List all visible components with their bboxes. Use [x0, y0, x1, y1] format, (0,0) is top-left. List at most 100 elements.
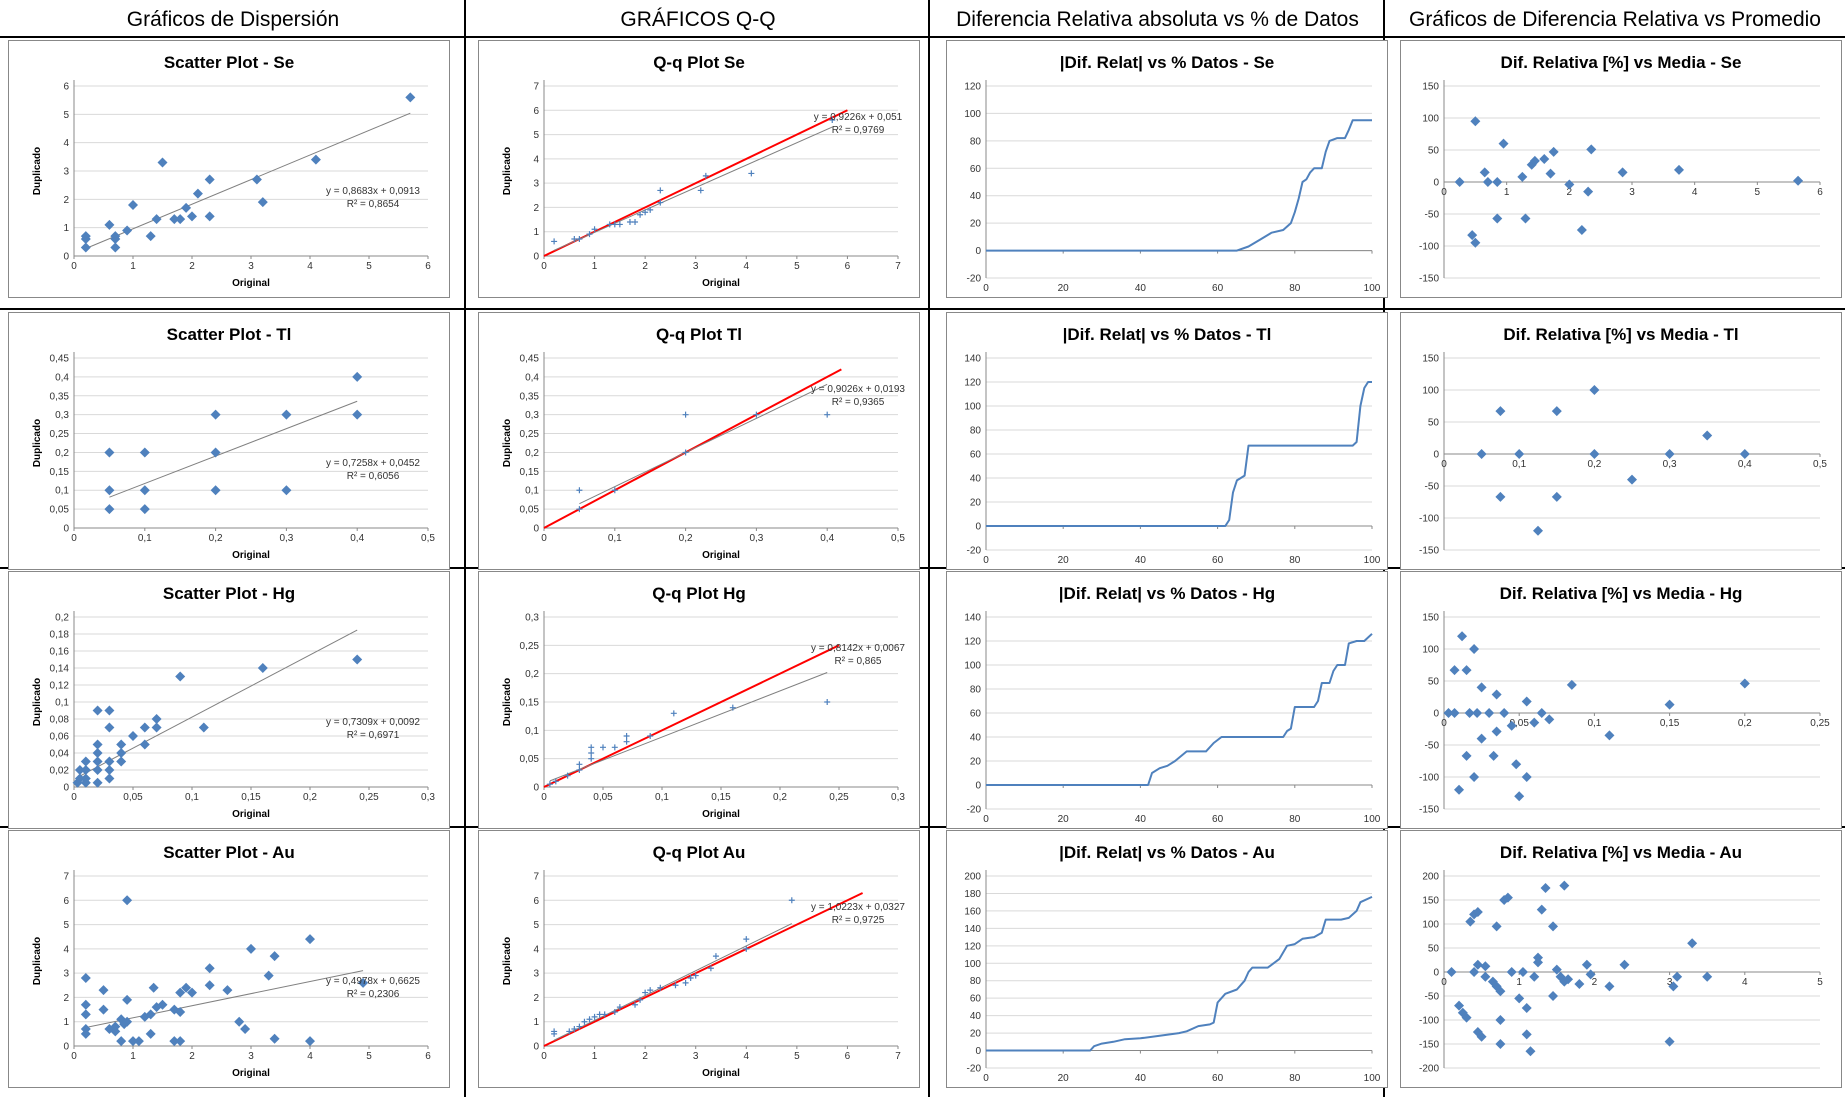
data-point	[576, 767, 583, 773]
data-point	[566, 1028, 573, 1035]
column-header-reldiff: Diferencia Relativa absoluta vs % de Dat…	[956, 8, 1359, 31]
data-point	[122, 895, 133, 906]
y-tick-label: 100	[1422, 386, 1439, 397]
data-point	[1476, 1031, 1487, 1042]
data-point	[1491, 921, 1502, 932]
x-tick-label: 2	[642, 261, 648, 272]
y-tick-label: 50	[1428, 944, 1440, 955]
data-point	[1581, 959, 1592, 970]
x-tick-label: 20	[1058, 555, 1070, 566]
y-tick-label: 0,35	[50, 391, 70, 402]
chart-title: Dif. Relativa [%] vs Media - Se	[1501, 53, 1742, 72]
data-point	[591, 1013, 598, 1020]
data-point	[1604, 981, 1615, 992]
data-point	[1664, 699, 1675, 710]
x-axis-label: Original	[232, 550, 270, 561]
x-tick-label: 5	[1755, 187, 1761, 198]
x-tick-label: 0	[71, 1051, 77, 1062]
trend-r2: R² = 0,865	[835, 656, 882, 667]
y-axis-label: Duplicado	[502, 419, 513, 467]
x-axis-label: Original	[702, 809, 740, 820]
data-point	[588, 750, 595, 756]
data-point	[139, 485, 150, 496]
chart-reldiff-tl: |Dif. Relat| vs % Datos - Tl-20020406080…	[946, 312, 1388, 570]
column-header-qq: GRÁFICOS Q-Q	[466, 0, 930, 36]
x-tick-label: 0	[1441, 459, 1447, 470]
y-axis-label: Duplicado	[32, 147, 43, 195]
x-tick-label: 1	[592, 1051, 598, 1062]
chart-scatter-au: Scatter Plot - Au 0 1 2 3 4 5 6 7 0 1 2 3 4 5 6 Original…	[8, 830, 450, 1088]
data-point	[647, 733, 654, 739]
y-tick-label: 3	[533, 969, 539, 980]
y-tick-label: 4	[533, 944, 539, 955]
data-point	[80, 973, 91, 983]
data-point	[104, 756, 115, 767]
y-axis-label: Duplicado	[502, 147, 513, 195]
row-divider	[0, 826, 1845, 828]
x-tick-label: 0	[983, 814, 989, 825]
y-tick-label: 0,45	[520, 354, 540, 365]
y-tick-label: 20	[970, 1029, 982, 1040]
y-tick-label: 0	[1433, 968, 1439, 979]
x-tick-label: 0,1	[1512, 459, 1526, 470]
x-tick-label: 4	[1692, 187, 1698, 198]
x-tick-label: 0	[1441, 718, 1447, 729]
x-tick-label: 0,1	[1587, 718, 1601, 729]
data-point	[1793, 175, 1804, 186]
data-point	[623, 733, 630, 739]
x-tick-label: 60	[1212, 814, 1224, 825]
data-point	[564, 772, 571, 779]
chart-frame	[1400, 571, 1842, 829]
data-point	[1617, 167, 1628, 178]
chart-reldiff-se: |Dif. Relat| vs % Datos - Se-20020406080…	[946, 40, 1388, 298]
data-point	[1484, 708, 1495, 718]
x-tick-label: 3	[248, 1051, 254, 1062]
y-tick-label: 0,06	[50, 732, 70, 743]
y-tick-label: 0,3	[55, 410, 69, 421]
trend-line	[85, 112, 411, 249]
x-tick-label: 0,4	[350, 533, 364, 544]
y-tick-label: 0	[63, 252, 69, 263]
x-tick-label: 0	[983, 1073, 989, 1084]
data-point	[204, 211, 215, 222]
trend-line	[579, 383, 828, 505]
x-tick-label: 0,5	[1813, 459, 1827, 470]
data-point	[552, 778, 559, 785]
data-point	[672, 982, 679, 989]
x-tick-label: 80	[1289, 555, 1301, 566]
y-tick-label: 20	[970, 757, 982, 768]
data-point	[1469, 644, 1480, 654]
data-point	[352, 409, 363, 420]
chart-scatter-tl: Scatter Plot - Tl 0 0,05 0,1 0,15 0,2 0,25 0,3 0…	[8, 312, 450, 570]
x-tick-label: 60	[1212, 283, 1224, 294]
chart-title: Dif. Relativa [%] vs Media - Hg	[1500, 584, 1743, 603]
x-tick-label: 0,1	[185, 792, 199, 803]
y-tick-label: 1	[533, 227, 539, 238]
x-tick-label: 4	[307, 261, 313, 272]
y-tick-label: 0	[975, 246, 981, 257]
y-tick-label: 50	[1428, 418, 1440, 429]
y-tick-label: 0,45	[50, 354, 70, 365]
data-point	[1514, 449, 1525, 459]
x-tick-label: 2	[642, 1051, 648, 1062]
trend-line	[553, 923, 793, 1041]
chart-frame	[946, 312, 1388, 570]
data-point	[104, 485, 115, 496]
y-tick-label: 20	[970, 219, 982, 230]
data-point	[753, 411, 760, 418]
data-point	[1511, 759, 1522, 770]
y-tick-label: 3	[63, 969, 69, 980]
data-point	[632, 1001, 639, 1008]
data-point	[1574, 979, 1585, 989]
x-tick-label: 0	[1441, 187, 1447, 198]
chart-scatter-hg: Scatter Plot - Hg 0 0,02 0,04 0,06 0,08 0,1 0,1…	[8, 571, 450, 829]
y-tick-label: 7	[533, 82, 539, 93]
data-point	[257, 197, 268, 208]
x-tick-label: 0	[71, 792, 77, 803]
data-point	[1469, 967, 1480, 977]
x-tick-label: 1	[130, 1051, 136, 1062]
data-point	[104, 765, 115, 775]
y-axis-label: Duplicado	[32, 678, 43, 726]
chart-frame	[8, 571, 450, 829]
x-tick-label: 3	[248, 261, 254, 272]
